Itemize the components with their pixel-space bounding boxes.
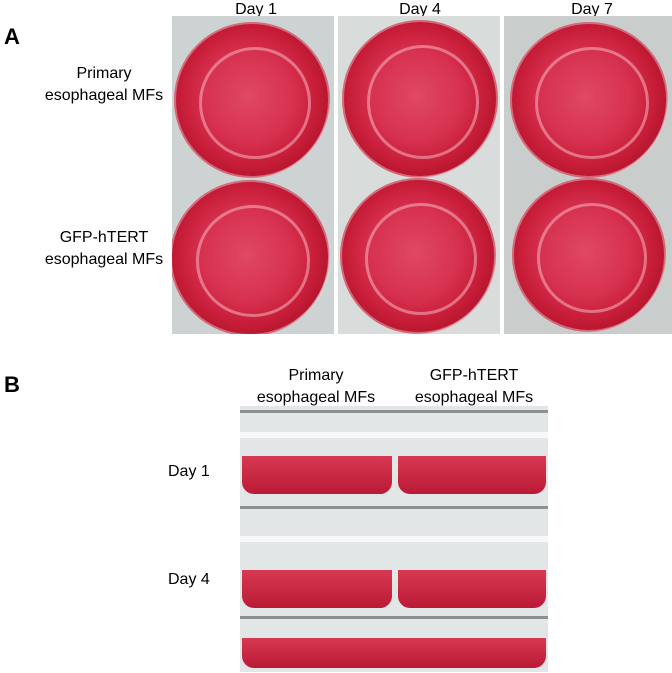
row-label-day4: Day 4 bbox=[168, 571, 210, 588]
shelf-edge bbox=[240, 616, 548, 619]
row-label-day1: Day 1 bbox=[168, 463, 210, 480]
row-label-primary-line1: Primary bbox=[76, 65, 132, 82]
panel-b-letter: B bbox=[4, 372, 20, 397]
well-gfp-day4 bbox=[340, 178, 496, 334]
well-primary-day7 bbox=[510, 22, 668, 178]
dish-lower-shelf bbox=[242, 638, 546, 668]
col-label-primary-line1: Primary bbox=[288, 367, 344, 384]
shelf-rim bbox=[240, 536, 548, 542]
col-label-gfp-line2: esophageal MFs bbox=[414, 389, 534, 406]
row-label-gfp-line1: GFP-hTERT bbox=[59, 229, 149, 246]
plate-photo-day4 bbox=[338, 16, 500, 334]
dish-gfp-day4 bbox=[398, 570, 546, 608]
col-label-primary-line2: esophageal MFs bbox=[256, 389, 376, 406]
dish-primary-day1 bbox=[242, 456, 392, 494]
col-label-day7: Day 7 bbox=[571, 1, 613, 18]
shelf-edge bbox=[240, 506, 548, 509]
dish-primary-day4 bbox=[242, 570, 392, 608]
dish-gfp-day1 bbox=[398, 456, 546, 494]
panel-a-letter: A bbox=[4, 24, 20, 49]
col-label-day4: Day 4 bbox=[399, 1, 441, 18]
well-primary-day1 bbox=[174, 22, 330, 178]
row-label-primary-line2: esophageal MFs bbox=[44, 87, 164, 104]
shelf-rim bbox=[240, 432, 548, 438]
side-view-photo bbox=[240, 406, 548, 672]
shelf-edge bbox=[240, 410, 548, 413]
col-label-gfp-line1: GFP-hTERT bbox=[429, 367, 519, 384]
row-label-gfp-line2: esophageal MFs bbox=[44, 251, 164, 268]
plate-photo-day7 bbox=[504, 16, 672, 334]
plate-photo-day1 bbox=[172, 16, 334, 334]
well-primary-day4 bbox=[342, 20, 498, 178]
col-label-day1: Day 1 bbox=[235, 1, 277, 18]
well-gfp-day1 bbox=[172, 180, 330, 334]
well-gfp-day7 bbox=[512, 178, 666, 332]
